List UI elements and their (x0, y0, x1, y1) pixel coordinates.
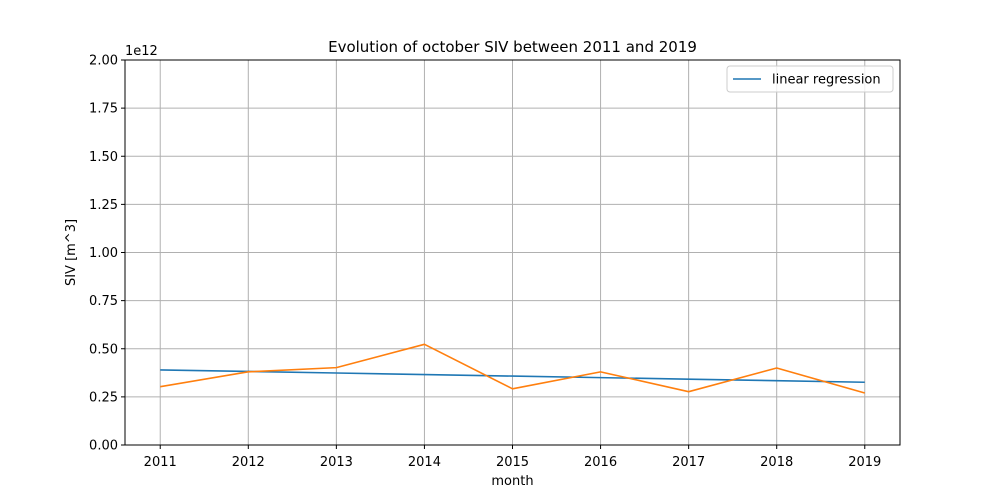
y-tick-label: 0.00 (89, 439, 118, 454)
legend-label: linear regression (772, 73, 881, 88)
grid-layer (125, 59, 900, 446)
x-tick-label: 2011 (144, 455, 177, 470)
y-tick-label: 0.75 (89, 294, 118, 309)
x-tick-label: 2017 (672, 455, 705, 470)
y-tick-label: 1.50 (89, 150, 118, 165)
y-tick-label: 1.75 (89, 102, 118, 117)
x-tick-label: 2018 (760, 455, 793, 470)
y-tick-label: 1.25 (89, 198, 118, 213)
x-tick-label: 2012 (232, 455, 265, 470)
y-axis-title: SIV [m^3] (64, 219, 79, 286)
y-tick-label: 0.25 (89, 390, 118, 405)
x-tick-label: 2014 (408, 455, 441, 470)
x-tick-label: 2016 (584, 455, 617, 470)
axes-layer: 2011 2012 2013 2014 2015 2016 2017 2018 2019 0.00… (89, 54, 901, 470)
x-tick-label: 2015 (496, 455, 529, 470)
chart-title: Evolution of october SIV between 2011 an… (328, 38, 697, 56)
x-tick-label: 2019 (848, 455, 881, 470)
y-tick-label: 2.00 (89, 54, 118, 69)
y-tick-label: 1.00 (89, 246, 118, 261)
series-line-siv (160, 343, 865, 394)
legend: linear regression (726, 65, 894, 93)
y-tick-label: 0.50 (89, 342, 118, 357)
series-line-linear-regression (160, 369, 865, 384)
plot-frame (124, 59, 901, 446)
series-layer (160, 343, 865, 394)
x-tick-label: 2013 (320, 455, 353, 470)
x-axis-title: month (491, 474, 533, 489)
y-axis-offset-label: 1e12 (125, 44, 158, 59)
legend-box (726, 65, 894, 93)
